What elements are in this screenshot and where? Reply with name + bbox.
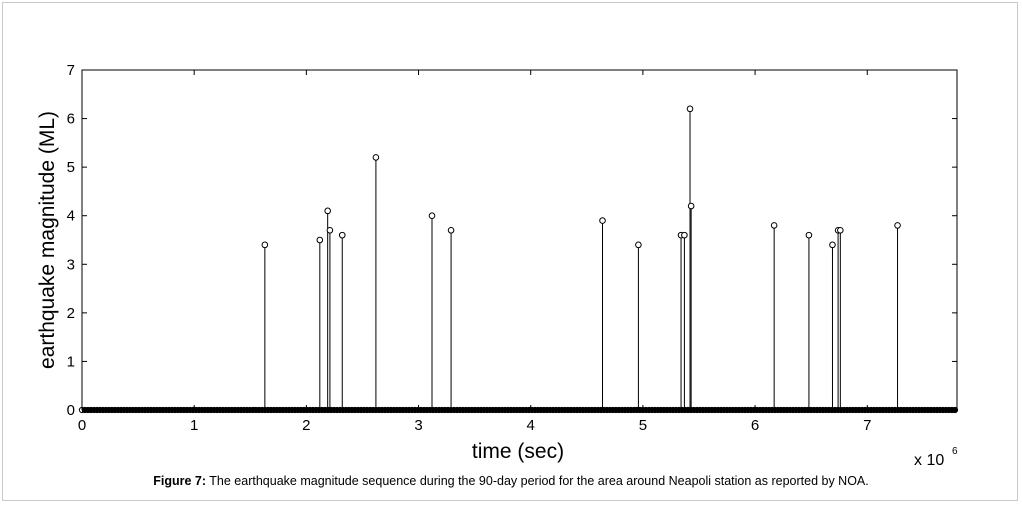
y-tick-label-2: 2 [67, 305, 75, 322]
stem-marker-6 [428, 212, 436, 220]
x-tick-label-2: 2 [302, 417, 310, 434]
y-tick-label-5: 5 [67, 159, 75, 176]
stem-marker-12 [686, 105, 694, 113]
caption-text: The earthquake magnitude sequence during… [206, 474, 869, 488]
y-axis-label: earthquake magnitude (ML) [36, 111, 59, 369]
y-tick-label-7: 7 [67, 62, 75, 79]
x-tick-label-7: 7 [863, 417, 871, 434]
stem-marker-7 [447, 226, 455, 234]
x-axis-label: time (sec) [472, 440, 564, 463]
y-tick-label-3: 3 [67, 256, 75, 273]
stem-marker-2 [324, 207, 331, 215]
stem-marker-4 [338, 231, 346, 239]
stems-layer [261, 105, 901, 410]
figure-caption: Figure 7: The earthquake magnitude seque… [0, 474, 1022, 488]
stem-chart: 0 1 2 3 4 5 6 7 0 1 2 3 4 5 6 7 earthquake magnitude (M… [36, 62, 959, 469]
y-tick-label-0: 0 [67, 402, 75, 419]
stem-marker-16 [829, 241, 836, 249]
stem-marker-18 [837, 226, 844, 234]
stem-marker-19 [894, 222, 901, 229]
ticks-layer: 0 1 2 3 4 5 6 7 0 1 2 3 4 5 6 7 [67, 62, 957, 434]
stem-marker-14 [770, 222, 778, 229]
y-tick-label-4: 4 [67, 208, 75, 225]
stem-marker-0 [261, 241, 269, 249]
x-tick-label-1: 1 [190, 417, 198, 434]
stem-marker-15 [805, 231, 813, 239]
plot-area [81, 69, 958, 411]
stem-marker-9 [635, 241, 642, 249]
y-tick-label-1: 1 [67, 353, 75, 370]
x-tick-label-4: 4 [527, 417, 535, 434]
x-tick-label-6: 6 [751, 417, 759, 434]
x-tick-label-0: 0 [78, 417, 86, 434]
x-multiplier-exponent: 6 [952, 446, 958, 457]
y-tick-label-6: 6 [67, 111, 75, 128]
stem-marker-8 [599, 217, 606, 224]
x-tick-label-5: 5 [639, 417, 647, 434]
stem-marker-11 [681, 231, 688, 239]
stem-marker-1 [316, 236, 324, 244]
caption-label: Figure 7: [153, 474, 207, 488]
x-multiplier-label: x 10 [914, 452, 944, 469]
stem-marker-5 [372, 154, 380, 161]
stem-marker-3 [326, 226, 334, 234]
x-tick-label-3: 3 [414, 417, 422, 434]
stem-marker-13 [687, 202, 695, 210]
